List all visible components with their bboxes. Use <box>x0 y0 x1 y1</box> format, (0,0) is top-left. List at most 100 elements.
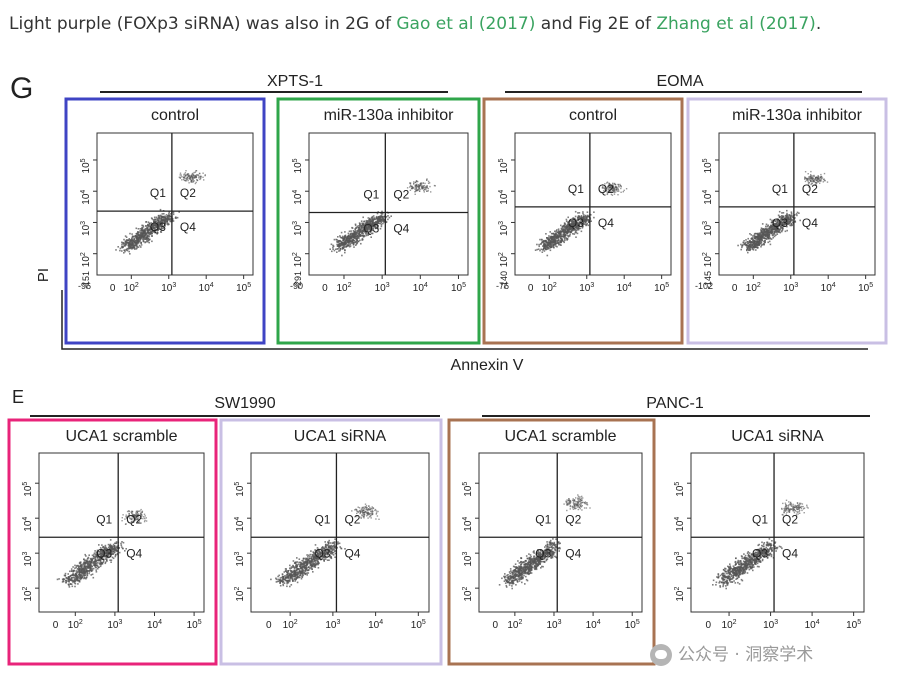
e-ytick-label-3-2: 104 <box>674 517 686 532</box>
panel-g-plots: control Q1 Q2 Q3 Q4 102 103 104 105 -151 102 103 104… <box>64 97 888 345</box>
e-xtick-label-1-1: 103 <box>325 619 340 631</box>
g-frame-3 <box>686 97 888 345</box>
e-xtick-label-0-0: 102 <box>68 619 83 631</box>
watermark: 公众号 · 洞察学术 <box>650 640 813 666</box>
e-quadrant-0-1: Q2 <box>126 512 142 526</box>
g-xtick-label-1-2: 104 <box>413 282 428 294</box>
e-quadrant-2-3: Q4 <box>565 546 581 560</box>
watermark-text: 公众号 · 洞察学术 <box>678 645 814 665</box>
e-quadrant-0-2: Q3 <box>96 546 112 560</box>
e-xzero-1: 0 <box>266 620 272 631</box>
g-frame-0 <box>64 97 266 345</box>
e-dots-3 <box>712 499 809 590</box>
g-dots-3 <box>737 170 829 254</box>
x-axis-label: Annexin V <box>451 357 524 374</box>
e-quadrant-3-0: Q1 <box>752 512 768 526</box>
g-xmin-2: -76 <box>496 281 509 291</box>
g-frame-2 <box>482 97 684 345</box>
g-ytick-label-1-0: 102 <box>292 252 304 267</box>
g-xmin-3: -102 <box>695 281 713 291</box>
e-ytick-label-1-1: 103 <box>234 552 246 567</box>
e-plot-0 <box>38 452 205 613</box>
e-ytick-label-1-3: 105 <box>234 482 246 497</box>
e-ytick-label-0-2: 104 <box>22 517 34 532</box>
g-plot-0 <box>96 132 254 276</box>
g-ytick-label-2-3: 105 <box>498 158 510 173</box>
g-quadrant-2-3: Q4 <box>598 216 614 230</box>
g-ymin-0: -151 <box>81 271 91 289</box>
e-quadrant-1-3: Q4 <box>344 546 360 560</box>
g-quadrant-1-2: Q3 <box>363 222 379 236</box>
g-label-3: miR-130a inhibitor <box>732 107 863 124</box>
e-xtick-label-3-1: 103 <box>763 619 778 631</box>
e-ytick-label-2-0: 102 <box>462 587 474 602</box>
wechat-icon <box>650 644 672 666</box>
e-xtick-label-1-0: 102 <box>283 619 298 631</box>
g-quadrant-1-0: Q1 <box>363 188 379 202</box>
group-sw1990: SW1990 <box>214 395 275 412</box>
g-xzero-3: 0 <box>732 283 738 294</box>
axis-bracket <box>61 290 868 350</box>
g-label-2: control <box>569 107 617 124</box>
g-ytick-label-3-2: 104 <box>702 190 714 205</box>
g-xtick-label-3-2: 104 <box>821 282 836 294</box>
g-quadrant-0-1: Q2 <box>180 186 196 200</box>
e-quadrant-0-0: Q1 <box>96 512 112 526</box>
zhang-link[interactable]: Zhang et al (2017) <box>656 14 816 34</box>
gao-link[interactable]: Gao et al (2017) <box>396 14 536 34</box>
e-xtick-label-3-2: 104 <box>805 619 820 631</box>
g-xtick-label-2-0: 102 <box>542 282 557 294</box>
g-dots-2 <box>534 181 628 257</box>
e-ytick-label-2-1: 103 <box>462 552 474 567</box>
g-dots-1 <box>329 178 436 257</box>
e-xtick-label-1-3: 105 <box>411 619 426 631</box>
g-xtick-label-2-3: 105 <box>654 282 669 294</box>
caption-before: Light purple (FOXp3 siRNA) was also in 2… <box>9 14 397 34</box>
g-xmin-0: -96 <box>78 281 91 291</box>
e-xtick-label-3-3: 105 <box>846 619 861 631</box>
e-dots-0 <box>56 508 148 588</box>
e-quadrant-1-2: Q3 <box>314 546 330 560</box>
e-frame-1 <box>219 418 443 666</box>
g-ytick-label-2-1: 103 <box>498 221 510 236</box>
group-eoma: EOMA <box>656 73 703 90</box>
caption-after: . <box>815 14 822 34</box>
g-ymin-2: -140 <box>499 271 509 289</box>
e-quadrant-2-1: Q2 <box>565 512 581 526</box>
g-ytick-label-1-2: 104 <box>292 190 304 205</box>
g-xzero-0: 0 <box>110 283 116 294</box>
g-xtick-label-1-1: 103 <box>375 282 390 294</box>
g-quadrant-2-1: Q2 <box>598 182 614 196</box>
e-quadrant-1-1: Q2 <box>344 512 360 526</box>
g-ytick-label-3-3: 105 <box>702 158 714 173</box>
g-ymin-1: -291 <box>293 271 303 289</box>
e-quadrant-3-1: Q2 <box>782 512 798 526</box>
g-plot-3 <box>718 132 876 276</box>
e-frame-0 <box>7 418 218 666</box>
e-label-3: UCA1 siRNA <box>731 428 824 445</box>
g-quadrant-1-3: Q4 <box>393 222 409 236</box>
panel-e-plots: UCA1 scramble Q1 Q2 Q3 Q4 102 103 104 105 102 103 1… <box>7 418 865 666</box>
g-ytick-label-0-2: 104 <box>80 190 92 205</box>
e-quadrant-3-2: Q3 <box>752 546 768 560</box>
e-xtick-label-0-3: 105 <box>187 619 202 631</box>
g-xtick-label-1-3: 105 <box>451 282 466 294</box>
e-quadrant-2-2: Q3 <box>535 546 551 560</box>
e-plot-2 <box>478 452 643 613</box>
g-plot-2 <box>514 132 672 276</box>
e-ytick-label-2-2: 104 <box>462 517 474 532</box>
panel-g-letter: G <box>10 72 33 105</box>
y-axis-label: PI <box>35 268 52 282</box>
e-ytick-label-1-0: 102 <box>234 587 246 602</box>
g-ymin-3: -145 <box>703 271 713 289</box>
e-ytick-label-3-1: 103 <box>674 552 686 567</box>
g-quadrant-3-2: Q3 <box>772 216 788 230</box>
e-ytick-label-1-2: 104 <box>234 517 246 532</box>
g-ytick-label-2-2: 104 <box>498 190 510 205</box>
e-xtick-label-2-3: 105 <box>625 619 640 631</box>
e-quadrant-1-0: Q1 <box>314 512 330 526</box>
g-xtick-label-3-3: 105 <box>858 282 873 294</box>
g-quadrant-2-2: Q3 <box>568 216 584 230</box>
g-xzero-2: 0 <box>528 283 534 294</box>
e-xtick-label-0-2: 104 <box>147 619 162 631</box>
